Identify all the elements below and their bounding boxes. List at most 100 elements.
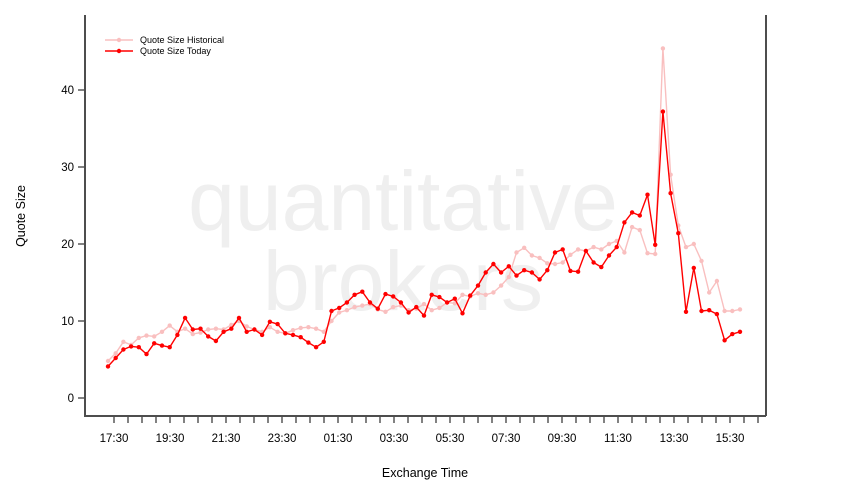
today-point bbox=[128, 344, 134, 349]
historical-point bbox=[167, 323, 172, 328]
historical-point bbox=[660, 46, 666, 51]
today-point bbox=[190, 327, 195, 332]
historical-point bbox=[622, 250, 627, 255]
today-point bbox=[444, 300, 450, 305]
watermark: quantitative brokers bbox=[188, 154, 618, 328]
today-point bbox=[491, 261, 496, 267]
x-axis-title: Exchange Time bbox=[382, 466, 468, 480]
historical-point bbox=[591, 244, 596, 250]
today-point bbox=[313, 345, 319, 350]
today-point bbox=[259, 332, 265, 338]
today-point bbox=[198, 326, 203, 331]
legend: Quote Size Historical Quote Size Today bbox=[105, 35, 224, 56]
legend-label-historical: Quote Size Historical bbox=[140, 35, 224, 45]
today-point bbox=[730, 331, 735, 337]
historical-point bbox=[483, 292, 488, 297]
today-point bbox=[737, 329, 743, 334]
y-tick-label: 0 bbox=[68, 393, 74, 405]
today-point bbox=[290, 332, 296, 338]
historical-point bbox=[699, 258, 704, 264]
historical-point bbox=[391, 304, 396, 310]
watermark-line1: quantitative bbox=[188, 154, 618, 248]
today-point bbox=[360, 289, 365, 294]
x-tick-label: 15:30 bbox=[716, 433, 745, 445]
historical-point bbox=[121, 339, 126, 344]
today-point bbox=[683, 309, 689, 314]
today-point bbox=[529, 270, 535, 275]
today-point bbox=[637, 213, 642, 218]
today-point bbox=[645, 192, 650, 197]
x-tick-label: 05:30 bbox=[436, 433, 465, 445]
today-point bbox=[506, 264, 511, 269]
today-point bbox=[622, 220, 627, 225]
today-point bbox=[421, 313, 427, 318]
today-point bbox=[221, 329, 226, 334]
today-point bbox=[676, 231, 681, 236]
x-tick-label: 19:30 bbox=[156, 433, 185, 445]
historical-point bbox=[737, 307, 743, 312]
x-tick-label: 21:30 bbox=[212, 433, 241, 445]
today-point bbox=[367, 300, 373, 305]
historical-point bbox=[144, 333, 149, 338]
today-point bbox=[175, 332, 180, 338]
historical-point bbox=[337, 310, 342, 315]
historical-point bbox=[722, 308, 727, 314]
historical-point bbox=[136, 335, 141, 341]
x-tick-label: 03:30 bbox=[380, 433, 409, 445]
historical-point bbox=[206, 327, 211, 332]
historical-point bbox=[599, 247, 604, 252]
today-point bbox=[722, 338, 727, 343]
today-point bbox=[653, 242, 658, 247]
historical-point bbox=[244, 324, 249, 329]
historical-point bbox=[653, 251, 658, 257]
today-point bbox=[629, 210, 635, 215]
today-point bbox=[707, 308, 712, 313]
today-point bbox=[406, 310, 411, 315]
historical-point bbox=[152, 334, 157, 339]
today-point bbox=[344, 300, 350, 305]
today-point bbox=[275, 321, 280, 327]
historical-point bbox=[545, 261, 550, 266]
legend-label-today: Quote Size Today bbox=[140, 46, 211, 56]
x-tick-label: 11:30 bbox=[604, 433, 632, 445]
today-point bbox=[383, 291, 388, 297]
today-point bbox=[375, 306, 380, 311]
today-point bbox=[429, 292, 434, 297]
historical-point bbox=[537, 255, 542, 261]
historical-point bbox=[182, 326, 188, 331]
y-tick-label: 40 bbox=[61, 85, 74, 97]
historical-point bbox=[522, 245, 527, 250]
historical-point bbox=[575, 247, 581, 252]
today-point bbox=[668, 191, 673, 196]
today-point bbox=[391, 294, 396, 299]
historical-point bbox=[352, 304, 357, 310]
today-point bbox=[321, 339, 326, 344]
historical-point bbox=[113, 351, 118, 356]
legend-item-historical: Quote Size Historical bbox=[105, 35, 224, 45]
historical-point bbox=[560, 260, 565, 265]
today-point bbox=[514, 273, 519, 278]
today-point bbox=[452, 296, 457, 301]
today-point bbox=[691, 265, 696, 271]
historical-point bbox=[606, 241, 612, 247]
today-point bbox=[606, 253, 612, 258]
y-tick-label: 30 bbox=[61, 162, 74, 174]
historical-point bbox=[437, 305, 442, 311]
today-point bbox=[522, 268, 527, 273]
today-point bbox=[121, 347, 126, 352]
historical-point bbox=[306, 325, 311, 330]
x-tick-label: 17:30 bbox=[100, 433, 129, 445]
today-point bbox=[229, 326, 234, 331]
historical-point bbox=[498, 283, 504, 288]
today-point bbox=[460, 311, 465, 316]
historical-point bbox=[568, 252, 573, 257]
legend-marker-historical-icon bbox=[116, 37, 122, 43]
today-point bbox=[483, 270, 488, 275]
today-point bbox=[105, 364, 111, 369]
historical-point bbox=[506, 274, 511, 280]
today-point bbox=[352, 292, 357, 297]
historical-point bbox=[267, 325, 273, 330]
today-point bbox=[660, 109, 666, 114]
